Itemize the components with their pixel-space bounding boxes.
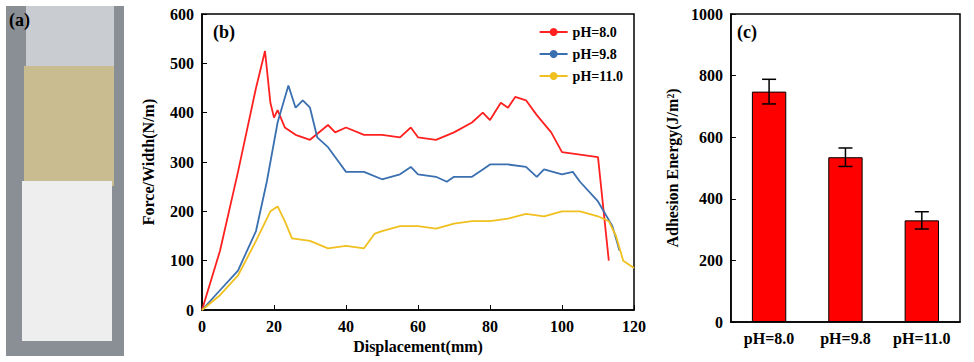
- svg-text:20: 20: [266, 318, 282, 335]
- svg-text:0: 0: [715, 314, 723, 331]
- svg-text:pH=8.0: pH=8.0: [573, 25, 617, 40]
- svg-text:600: 600: [170, 6, 194, 23]
- svg-text:pH=9.8: pH=9.8: [820, 330, 870, 348]
- svg-text:120: 120: [622, 318, 646, 335]
- svg-text:60: 60: [410, 318, 426, 335]
- svg-text:pH=8.0: pH=8.0: [744, 330, 794, 348]
- svg-text:pH=11.0: pH=11.0: [573, 69, 623, 84]
- svg-text:400: 400: [699, 190, 723, 207]
- svg-text:500: 500: [170, 55, 194, 72]
- svg-text:Displacement(mm): Displacement(mm): [353, 338, 483, 356]
- svg-text:(b): (b): [213, 22, 235, 43]
- svg-text:200: 200: [699, 252, 723, 269]
- html-text:(a): (a): [9, 10, 30, 30]
- svg-text:400: 400: [170, 104, 194, 121]
- svg-text:800: 800: [699, 67, 723, 84]
- svg-text:1000: 1000: [691, 6, 723, 23]
- svg-text:40: 40: [338, 318, 354, 335]
- svg-text:80: 80: [482, 318, 498, 335]
- svg-text:600: 600: [699, 129, 723, 146]
- svg-text:200: 200: [170, 203, 194, 220]
- svg-text:Force/Width(N/m): Force/Width(N/m): [140, 99, 158, 226]
- svg-text:(c): (c): [737, 22, 757, 43]
- svg-text:300: 300: [170, 154, 194, 171]
- svg-text:Adhesion Energy(J/m²): Adhesion Energy(J/m²): [664, 88, 682, 247]
- svg-text:0: 0: [186, 302, 194, 319]
- svg-text:pH=9.8: pH=9.8: [573, 47, 617, 62]
- svg-text:100: 100: [550, 318, 574, 335]
- svg-text:pH=11.0: pH=11.0: [893, 330, 951, 348]
- svg-text:100: 100: [170, 252, 194, 269]
- svg-text:0: 0: [198, 318, 206, 335]
